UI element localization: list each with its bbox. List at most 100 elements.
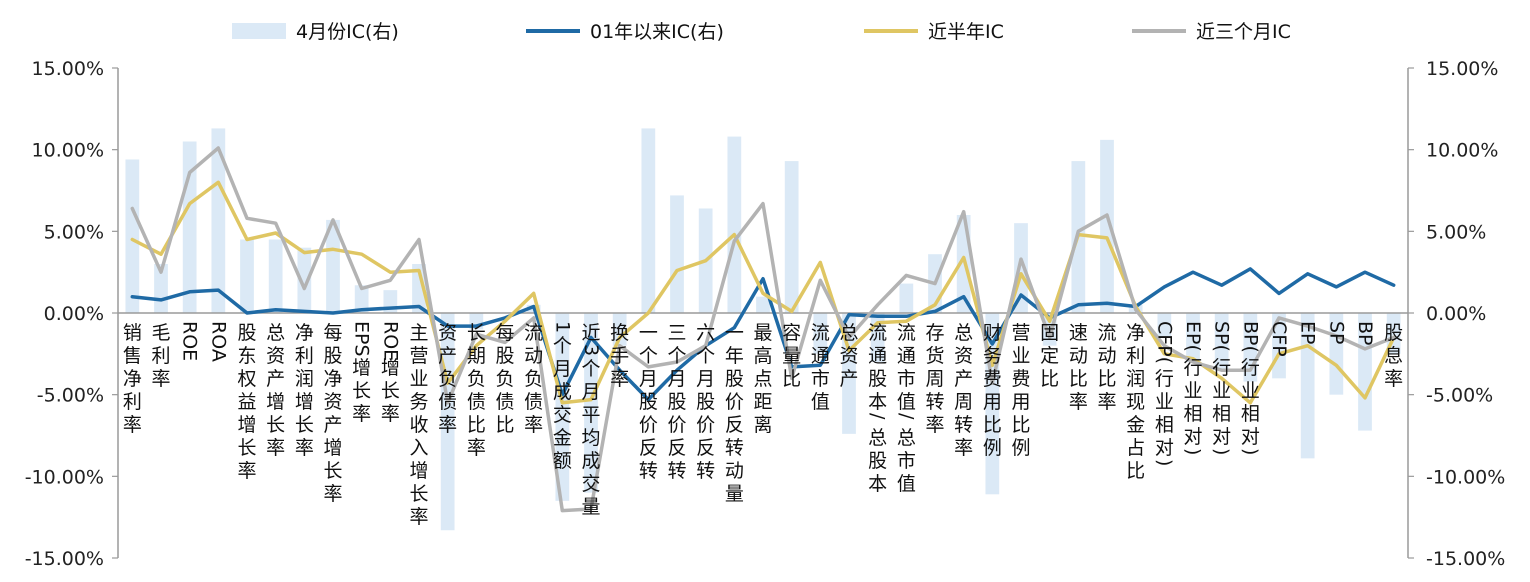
category-text: 速 (1069, 322, 1088, 344)
category-text: BP( (1239, 321, 1261, 353)
point-3-1 (160, 271, 162, 273)
category-text: 反 (639, 437, 658, 459)
category-text: 长 (295, 414, 314, 436)
category-text: CFP( (1153, 321, 1175, 364)
point-2-15 (561, 402, 564, 404)
bar-10 (412, 264, 426, 313)
category-text: 价 (725, 391, 744, 413)
point-1-7 (332, 312, 334, 314)
point-1-25 (848, 313, 850, 316)
category-text: 相 (1183, 403, 1202, 425)
point-3-2 (188, 171, 191, 174)
point-1-6 (303, 310, 306, 313)
point-3-42 (1335, 335, 1338, 337)
point-3-19 (676, 361, 678, 363)
category-text: 用 (983, 391, 1002, 413)
point-2-0 (131, 238, 134, 241)
category-text: 市 (811, 368, 830, 390)
category-text: 个 (639, 345, 658, 367)
point-2-29 (962, 256, 965, 259)
category-text: / (895, 413, 917, 420)
bar-23 (784, 161, 799, 313)
point-2-7 (332, 248, 334, 251)
category-text: 点 (753, 368, 772, 390)
bar-7 (326, 219, 340, 313)
category-text: 债 (438, 391, 457, 413)
bar-4 (240, 239, 254, 313)
point-3-22 (762, 202, 764, 205)
category-text: 入 (409, 437, 428, 459)
category-text: 净 (295, 322, 314, 344)
legend-swatch (232, 23, 286, 39)
point-1-43 (1364, 271, 1366, 273)
point-3-38 (1220, 369, 1223, 371)
category-text: 高 (753, 345, 772, 367)
category-text: / (867, 413, 889, 420)
category-text: 率 (295, 437, 314, 459)
point-1-37 (1192, 271, 1194, 273)
category-text: 销 (123, 322, 142, 344)
point-3-5 (274, 222, 277, 224)
point-1-12 (475, 325, 478, 327)
category-text: 利 (1126, 345, 1145, 367)
category-text: 周 (925, 368, 944, 390)
category-text: 产 (438, 345, 457, 367)
point-2-19 (676, 269, 678, 272)
category-text: 产 (323, 414, 342, 436)
category-text: BP (1354, 321, 1376, 346)
category-text: 主 (409, 322, 428, 344)
category-text: 费 (983, 368, 1002, 390)
category-text: 总 (897, 427, 916, 449)
point-2-11 (446, 382, 449, 385)
category-text: 行 (1212, 357, 1231, 379)
point-3-0 (131, 207, 134, 210)
bar-27 (899, 283, 914, 313)
category-text: 净 (123, 368, 142, 390)
category-text: 相 (1155, 414, 1174, 436)
category-text: 股 (868, 450, 887, 472)
category-text: 转 (954, 414, 973, 436)
point-2-6 (303, 251, 306, 254)
category-text: 业 (1241, 380, 1260, 402)
point-2-3 (217, 181, 220, 184)
bar-21 (727, 136, 742, 313)
category-label-23: 容量比 (782, 322, 801, 390)
category-text: 行 (1183, 357, 1202, 379)
category-text: 率 (1384, 368, 1403, 390)
bar-6 (297, 247, 312, 313)
point-3-39 (1249, 369, 1252, 371)
category-text: 率 (1069, 391, 1088, 413)
category-text: 总 (266, 322, 285, 344)
category-text: 动 (1069, 345, 1088, 367)
category-text: 利 (295, 345, 314, 367)
category-text: 现 (1126, 391, 1145, 413)
category-text: 率 (925, 414, 944, 436)
category-text: 长 (381, 380, 400, 402)
point-3-40 (1278, 317, 1280, 319)
category-text: 负 (438, 368, 457, 390)
point-2-34 (1106, 237, 1108, 239)
point-3-4 (246, 217, 248, 220)
point-1-13 (504, 317, 506, 319)
bar-22 (756, 296, 770, 313)
point-2-40 (1278, 353, 1280, 355)
category-text: 转 (667, 460, 686, 482)
point-2-14 (532, 292, 535, 295)
category-text: 率 (467, 437, 486, 459)
category-text: SP( (1211, 321, 1233, 352)
category-text: 值 (811, 391, 830, 413)
category-text: 近 (581, 322, 600, 344)
category-text: ROA (207, 321, 229, 362)
category-text: 转 (925, 391, 944, 413)
category-text: 离 (753, 414, 772, 436)
category-text: 长 (467, 322, 486, 344)
category-label-42: SP (1325, 321, 1347, 345)
legend-item-2: 近半年IC (864, 21, 1004, 43)
